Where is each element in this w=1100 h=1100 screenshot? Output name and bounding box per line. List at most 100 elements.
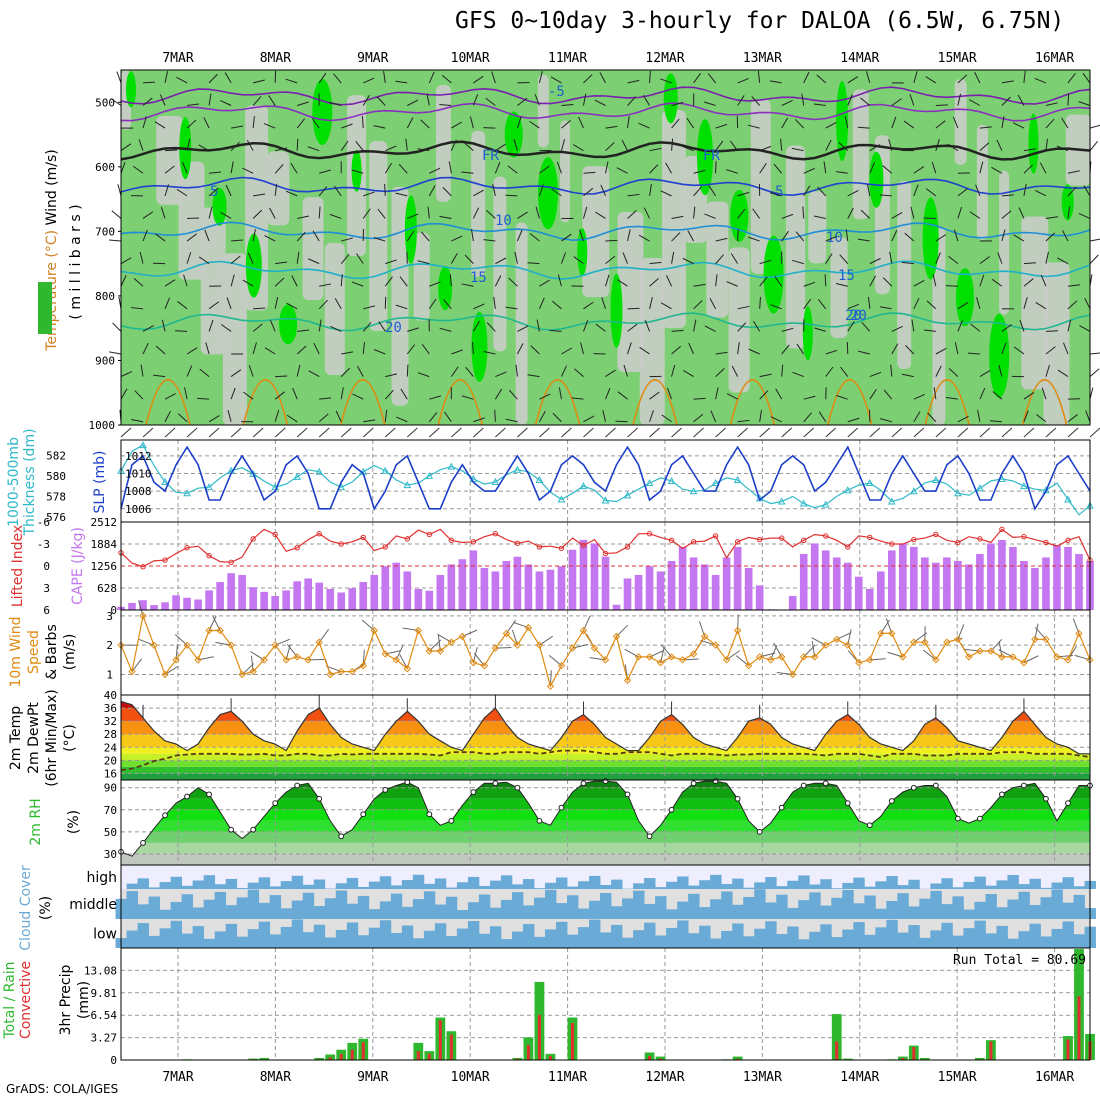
cloud-bar xyxy=(688,893,700,919)
cloud-bar xyxy=(710,874,722,889)
wind-barb xyxy=(495,257,507,265)
cloud-bar xyxy=(578,908,590,919)
cloud-bar xyxy=(401,906,414,919)
wind-barb xyxy=(428,298,437,310)
rh-dry-band xyxy=(750,99,771,274)
date-label-bottom: 13MAR xyxy=(743,1070,782,1085)
surface-barb xyxy=(362,427,374,438)
cloud-bar xyxy=(126,891,138,919)
wind10m-marker xyxy=(1042,635,1050,644)
wind-barb xyxy=(134,390,144,400)
wind-barb xyxy=(164,297,171,310)
wind-barb xyxy=(660,190,672,197)
wind-barb xyxy=(252,229,256,242)
wind-barb xyxy=(439,215,452,219)
wind-barb xyxy=(693,413,704,423)
wind10m-barb xyxy=(174,634,188,646)
cloud-bar xyxy=(886,919,898,948)
surface-barb xyxy=(428,427,440,438)
surface-barb xyxy=(473,427,484,438)
wind-barb xyxy=(715,237,728,242)
wind-barb xyxy=(974,71,981,84)
cloud-bar xyxy=(622,898,634,919)
cloud-bar xyxy=(1029,904,1041,919)
wind10m-marker xyxy=(678,656,687,664)
wind-barb xyxy=(183,274,188,287)
cloud-bar xyxy=(467,921,480,948)
wind-barb xyxy=(649,147,662,152)
wind-barb xyxy=(539,279,550,287)
wind10m-barb xyxy=(1034,627,1047,640)
wind10m-marker xyxy=(1064,656,1072,664)
surface-barb xyxy=(825,427,837,438)
wind-barb xyxy=(803,395,816,400)
wind-barb xyxy=(615,420,628,423)
wind-barb xyxy=(857,238,870,242)
wind-barb xyxy=(142,97,153,106)
surface-barb xyxy=(891,427,903,438)
cape-bar xyxy=(821,550,830,610)
cloud-bar xyxy=(500,899,513,919)
rh-moist-cell xyxy=(610,273,623,348)
wind-barb xyxy=(429,167,441,174)
cloud-bar xyxy=(302,892,315,919)
wind-barb xyxy=(1017,94,1025,106)
wind-barb xyxy=(710,410,717,422)
wind-barb xyxy=(803,71,810,84)
wind10m-marker xyxy=(535,641,544,649)
cloud-bar xyxy=(390,933,403,948)
cloud-bar xyxy=(357,886,370,889)
cloud-bar xyxy=(754,928,766,948)
wind-barb xyxy=(296,364,301,377)
wind-barb xyxy=(605,255,616,265)
wind-barb xyxy=(726,169,738,174)
wind-barb xyxy=(889,251,893,264)
wind-barb xyxy=(737,77,749,84)
cloud-bar xyxy=(908,879,920,889)
cloud-bar xyxy=(214,931,227,948)
wind-barb xyxy=(1083,185,1091,197)
surface-barb xyxy=(230,427,242,438)
wind-barb xyxy=(693,397,706,400)
wind-barb xyxy=(737,229,739,242)
wind-barb xyxy=(274,277,285,287)
wind-barb xyxy=(253,193,266,197)
wind-barb xyxy=(1023,392,1035,400)
wind-barb xyxy=(891,212,903,219)
wind-barb xyxy=(605,125,618,129)
chart-title: GFS 0~10day 3-hourly for DALOA (6.5W, 6.… xyxy=(455,8,1065,34)
cloud-bar xyxy=(611,924,623,948)
wind-barb xyxy=(693,206,696,219)
rh-moist-cell xyxy=(126,71,136,108)
rh-dry-band xyxy=(1021,216,1049,390)
li-marker xyxy=(316,531,322,537)
wind-barb xyxy=(264,347,276,355)
wind-barb xyxy=(176,76,188,84)
wind-barb xyxy=(1063,342,1069,355)
cloud-bar xyxy=(809,884,821,889)
wind10m-marker xyxy=(755,653,764,661)
wind-barb xyxy=(661,414,672,423)
rh-moist-cell xyxy=(697,119,714,196)
rh-dry-band xyxy=(1043,262,1070,425)
wind-barb xyxy=(730,253,739,264)
wind-barb xyxy=(935,252,941,264)
wind10m-marker xyxy=(1053,653,1061,661)
cloud-bar xyxy=(258,877,271,889)
wind-barb xyxy=(759,296,761,309)
surface-barb xyxy=(340,427,352,438)
cape-bar xyxy=(304,578,313,610)
thickness-marker xyxy=(623,491,632,499)
wind10m-marker xyxy=(1020,659,1028,667)
wind-barb xyxy=(517,325,529,332)
wind-barb xyxy=(1001,194,1014,197)
wind-barb xyxy=(159,94,166,106)
cloud-bar xyxy=(864,886,876,889)
cloud-bar xyxy=(412,938,425,948)
cloud-bar xyxy=(148,896,160,919)
wind10m-marker xyxy=(513,641,522,649)
cloud-bar xyxy=(743,896,755,919)
cloud-bar xyxy=(291,900,304,919)
wind-barb xyxy=(649,410,654,422)
wind-barb xyxy=(759,259,772,265)
